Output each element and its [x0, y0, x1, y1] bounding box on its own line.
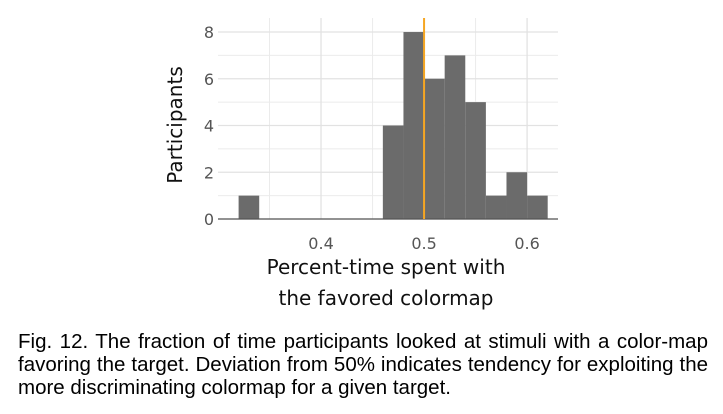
histogram-bar	[382, 125, 404, 219]
y-tick-label: 0	[204, 210, 214, 229]
y-tick-label: 8	[204, 23, 214, 42]
histogram-bar	[403, 32, 425, 219]
y-axis-title: Participants	[163, 66, 187, 183]
histogram-bar	[485, 195, 507, 219]
histogram-bar	[527, 195, 548, 219]
bars	[238, 32, 548, 219]
histogram-bar	[424, 78, 445, 219]
histogram-bar	[238, 195, 260, 219]
histogram-bar	[506, 172, 528, 219]
x-tick-labels: 0.4 0.5 0.6	[308, 234, 540, 253]
histogram-bar	[444, 55, 466, 219]
x-tick-label: 0.4	[308, 234, 333, 253]
y-tick-label: 6	[204, 70, 214, 89]
x-tick-label: 0.5	[411, 234, 436, 253]
y-tick-label: 2	[204, 163, 214, 182]
figure-caption: Fig. 12. The fraction of time participan…	[18, 330, 708, 399]
y-tick-label: 4	[204, 117, 214, 136]
histogram-bar	[465, 102, 486, 219]
x-axis-title-line-2: the favored colormap	[278, 286, 493, 310]
x-tick-label: 0.6	[514, 234, 539, 253]
histogram-chart: 0 2 4 6 8 0.4 0.5 0.6 Participants Percent-tim…	[163, 18, 558, 310]
y-tick-labels: 0 2 4 6 8	[204, 23, 214, 229]
x-axis-title-line-1: Percent-time spent with	[267, 255, 506, 279]
